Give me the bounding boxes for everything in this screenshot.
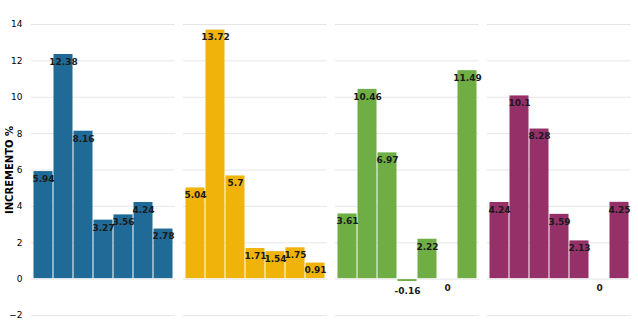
svg-text:1.75: 1.75: [284, 250, 306, 260]
svg-text:2: 2: [17, 238, 23, 248]
svg-text:3.61: 3.61: [336, 216, 358, 226]
svg-text:0: 0: [17, 274, 23, 284]
svg-text:0.91: 0.91: [304, 265, 326, 275]
svg-text:3.56: 3.56: [112, 217, 134, 227]
svg-text:8.28: 8.28: [528, 131, 550, 141]
svg-text:4: 4: [17, 201, 23, 211]
svg-text:6.97: 6.97: [376, 155, 398, 165]
svg-text:1.71: 1.71: [244, 251, 266, 261]
svg-text:6: 6: [17, 165, 23, 175]
svg-text:3.59: 3.59: [548, 217, 570, 227]
svg-text:12.38: 12.38: [49, 57, 77, 67]
svg-text:5.04: 5.04: [184, 190, 206, 200]
svg-text:8.16: 8.16: [72, 134, 94, 144]
svg-text:INCREMENTO %: INCREMENTO %: [4, 126, 15, 214]
svg-text:11.49: 11.49: [453, 73, 481, 83]
svg-text:4.24: 4.24: [488, 205, 510, 215]
svg-text:−2: −2: [9, 310, 22, 320]
svg-text:13.72: 13.72: [201, 32, 229, 42]
svg-text:0: 0: [596, 283, 602, 293]
svg-text:12: 12: [11, 56, 22, 66]
svg-text:4.24: 4.24: [132, 205, 154, 215]
svg-text:8: 8: [17, 129, 23, 139]
svg-text:5.94: 5.94: [32, 174, 54, 184]
svg-text:2.13: 2.13: [568, 243, 590, 253]
svg-text:10.46: 10.46: [353, 92, 381, 102]
svg-text:1.54: 1.54: [264, 254, 286, 264]
svg-text:2.22: 2.22: [416, 242, 438, 252]
svg-text:-0.16: -0.16: [395, 286, 421, 296]
svg-text:10.1: 10.1: [508, 98, 530, 108]
svg-text:5.7: 5.7: [228, 178, 244, 188]
svg-text:2.78: 2.78: [152, 231, 174, 241]
svg-text:3.27: 3.27: [92, 223, 114, 233]
svg-text:14: 14: [11, 19, 23, 29]
svg-text:0: 0: [444, 283, 450, 293]
svg-text:4.25: 4.25: [608, 205, 630, 215]
svg-text:10: 10: [11, 92, 23, 102]
